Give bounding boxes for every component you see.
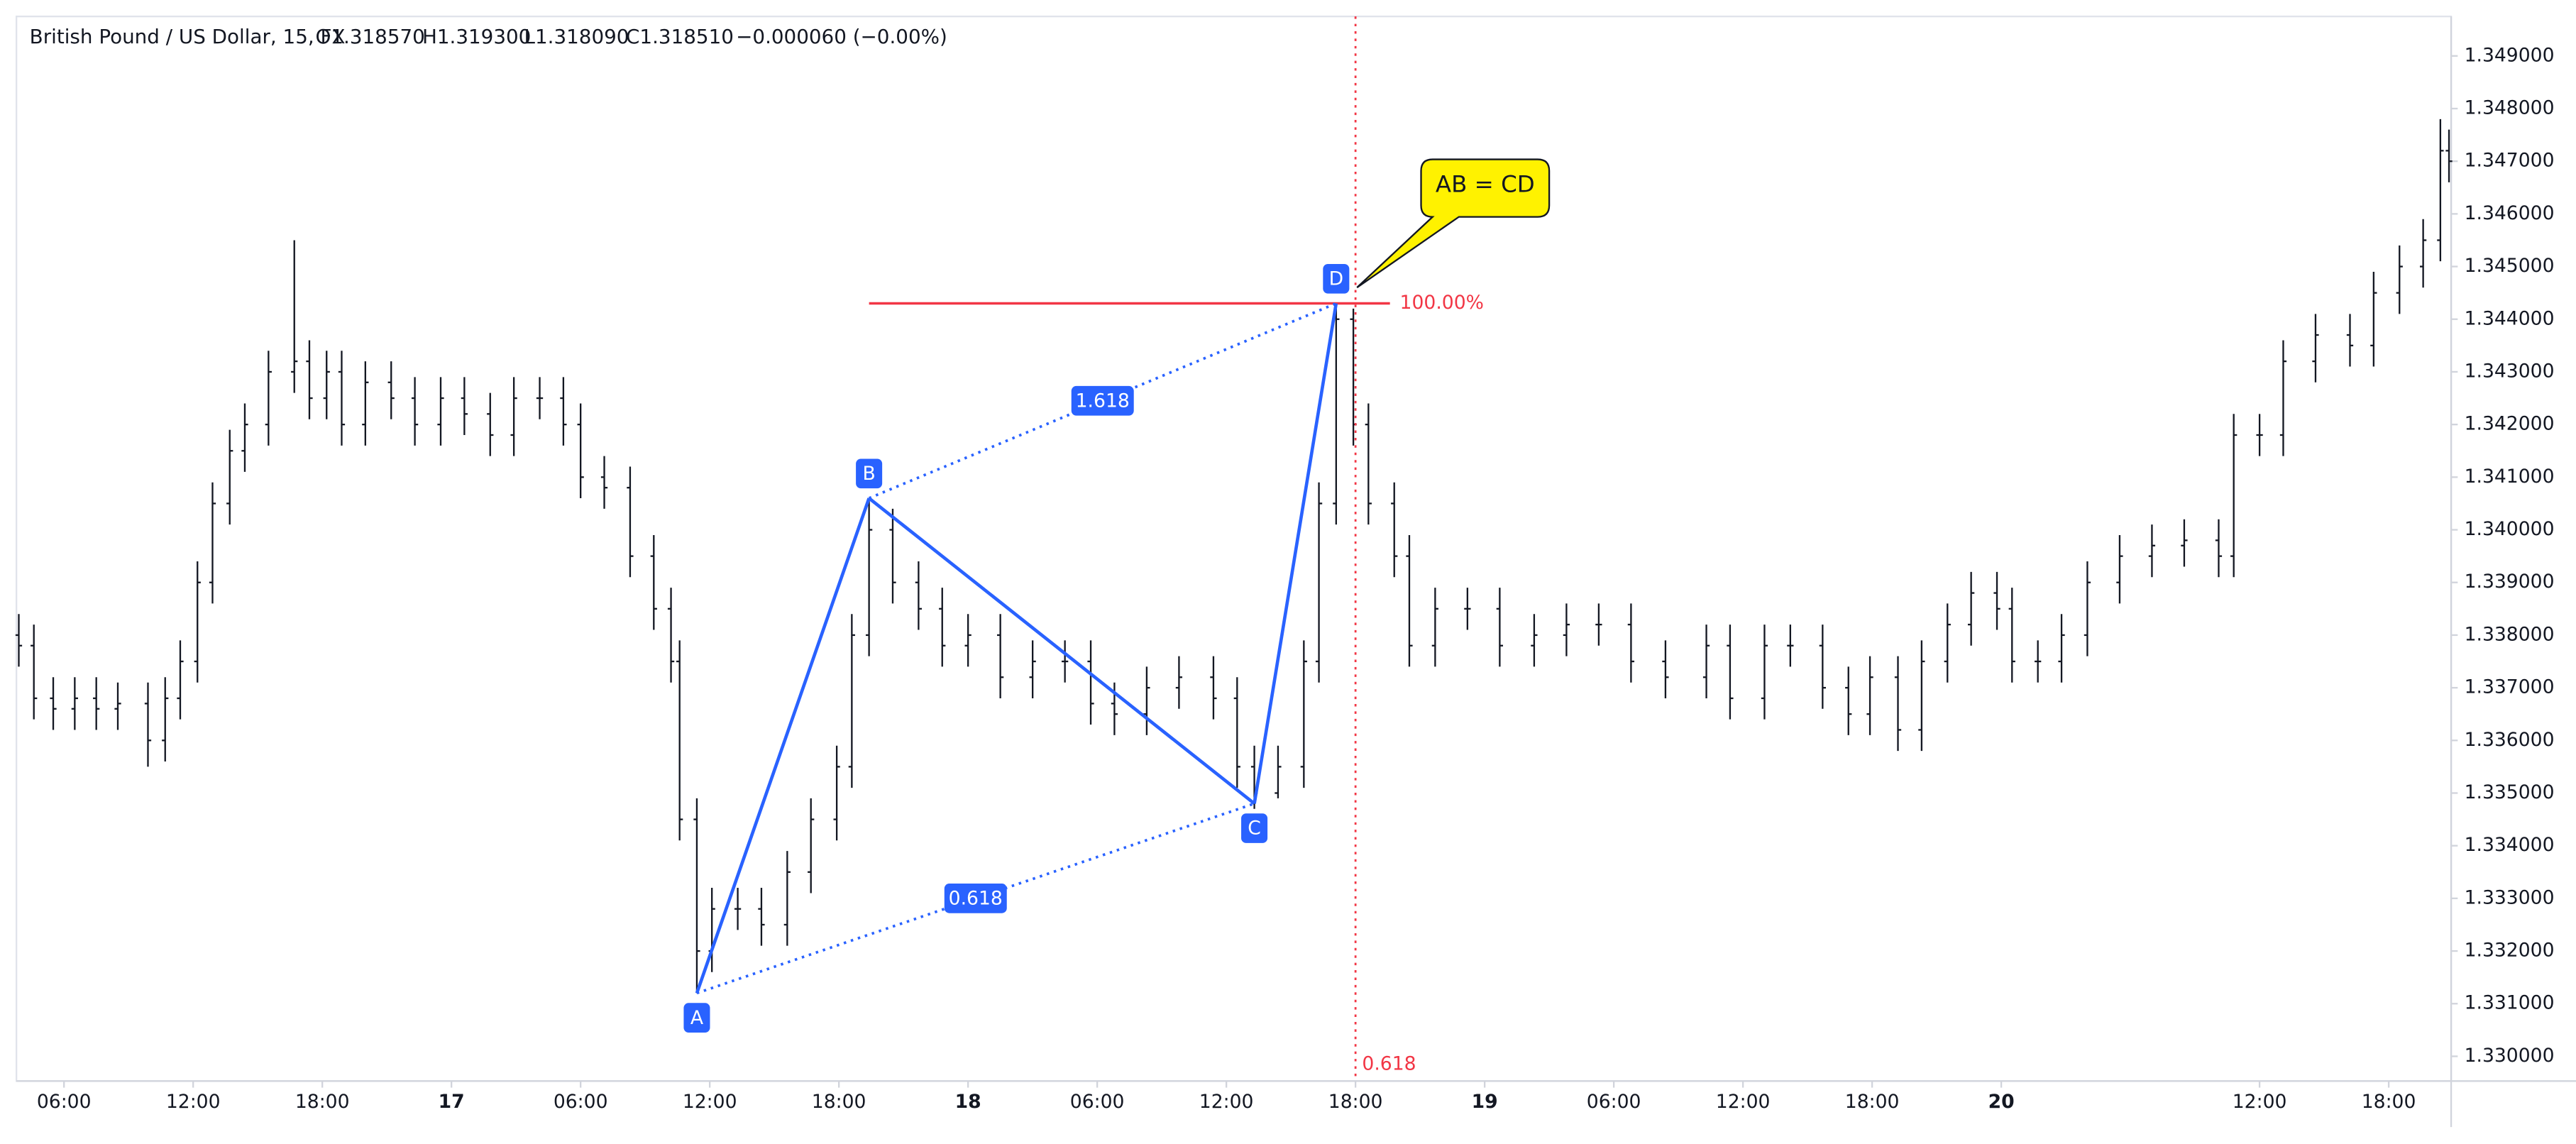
y-tick-label: 1.342000 [2465, 413, 2555, 435]
x-tick-label: 20 [1988, 1091, 2015, 1113]
x-tick-label: 18 [955, 1091, 981, 1113]
y-tick-label: 1.343000 [2465, 360, 2555, 382]
ohlc-low: L1.318090 [524, 25, 629, 48]
header: British Pound / US Dollar, 15, FX O1.318… [30, 25, 947, 48]
x-tick-label: 17 [439, 1091, 465, 1113]
y-tick-label: 1.332000 [2465, 940, 2555, 962]
x-tick-label: 12:00 [166, 1091, 221, 1113]
point-box [1323, 263, 1350, 294]
y-tick-label: 1.349000 [2465, 44, 2555, 66]
point-label: D [1329, 268, 1344, 290]
y-tick-label: 1.341000 [2465, 466, 2555, 488]
point-box [856, 458, 883, 489]
callout-box [1356, 158, 1551, 289]
y-tick-label: 1.340000 [2465, 518, 2555, 540]
callout: AB = CD [1356, 158, 1551, 289]
x-tick-label: 06:00 [554, 1091, 608, 1113]
pattern-leg [1253, 303, 1338, 804]
x-tick-label: 12:00 [1716, 1091, 1771, 1113]
y-tick-label: 1.330000 [2465, 1045, 2555, 1067]
point-box [1241, 813, 1268, 843]
ohlc-high: H1.319300 [422, 25, 531, 48]
x-tick-label: 12:00 [2233, 1091, 2287, 1113]
x-tick-label: 12:00 [1199, 1091, 1254, 1113]
point-label: A [690, 1007, 703, 1029]
y-tick-label: 1.347000 [2465, 150, 2555, 172]
ratio-label: 1.618 [1076, 390, 1130, 412]
x-tick-label: 12:00 [683, 1091, 737, 1113]
symbol: British Pound / US Dollar, 15, FX [30, 25, 346, 48]
point-box [683, 1003, 710, 1033]
y-tick-label: 1.337000 [2465, 676, 2555, 698]
ohlc-open: O1.318570 [315, 25, 424, 48]
x-tick-label: 18:00 [295, 1091, 350, 1113]
x-tick-label: 18:00 [1845, 1091, 1900, 1113]
level-label: 100.00% [1400, 292, 1484, 314]
ratio-line [696, 802, 1255, 995]
point-label: B [862, 463, 875, 485]
ratio-box [944, 884, 1007, 913]
y-tick-label: 1.345000 [2465, 255, 2555, 277]
x-tick-label: 06:00 [1070, 1091, 1125, 1113]
y-tick-label: 1.338000 [2465, 623, 2555, 645]
y-tick-label: 1.331000 [2465, 992, 2555, 1014]
y-tick-label: 1.333000 [2465, 886, 2555, 908]
callout-text: AB = CD [1436, 171, 1535, 198]
ratio-label: 0.618 [949, 888, 1003, 910]
x-tick-label: 19 [1472, 1091, 1498, 1113]
y-tick-label: 1.344000 [2465, 307, 2555, 329]
x-tick-label: 18:00 [1328, 1091, 1383, 1113]
x-tick-label: 18:00 [812, 1091, 866, 1113]
y-tick-label: 1.335000 [2465, 781, 2555, 803]
x-tick-label: 06:00 [1587, 1091, 1641, 1113]
vertical-line-label: 0.618 [1362, 1053, 1416, 1075]
point-label: C [1248, 818, 1261, 840]
ohlc-change: −0.000060 (−0.00%) [736, 25, 947, 48]
ohlc-close: C1.318510 [626, 25, 734, 48]
ratio-box [1071, 385, 1134, 416]
pattern-leg [868, 497, 1256, 805]
x-tick-label: 06:00 [37, 1091, 92, 1113]
y-tick-label: 1.346000 [2465, 202, 2555, 224]
y-tick-label: 1.334000 [2465, 834, 2555, 856]
y-tick-label: 1.336000 [2465, 729, 2555, 751]
pattern-leg [695, 497, 871, 994]
y-tick-label: 1.348000 [2465, 97, 2555, 119]
y-tick-label: 1.339000 [2465, 571, 2555, 593]
x-tick-label: 18:00 [2362, 1091, 2416, 1113]
